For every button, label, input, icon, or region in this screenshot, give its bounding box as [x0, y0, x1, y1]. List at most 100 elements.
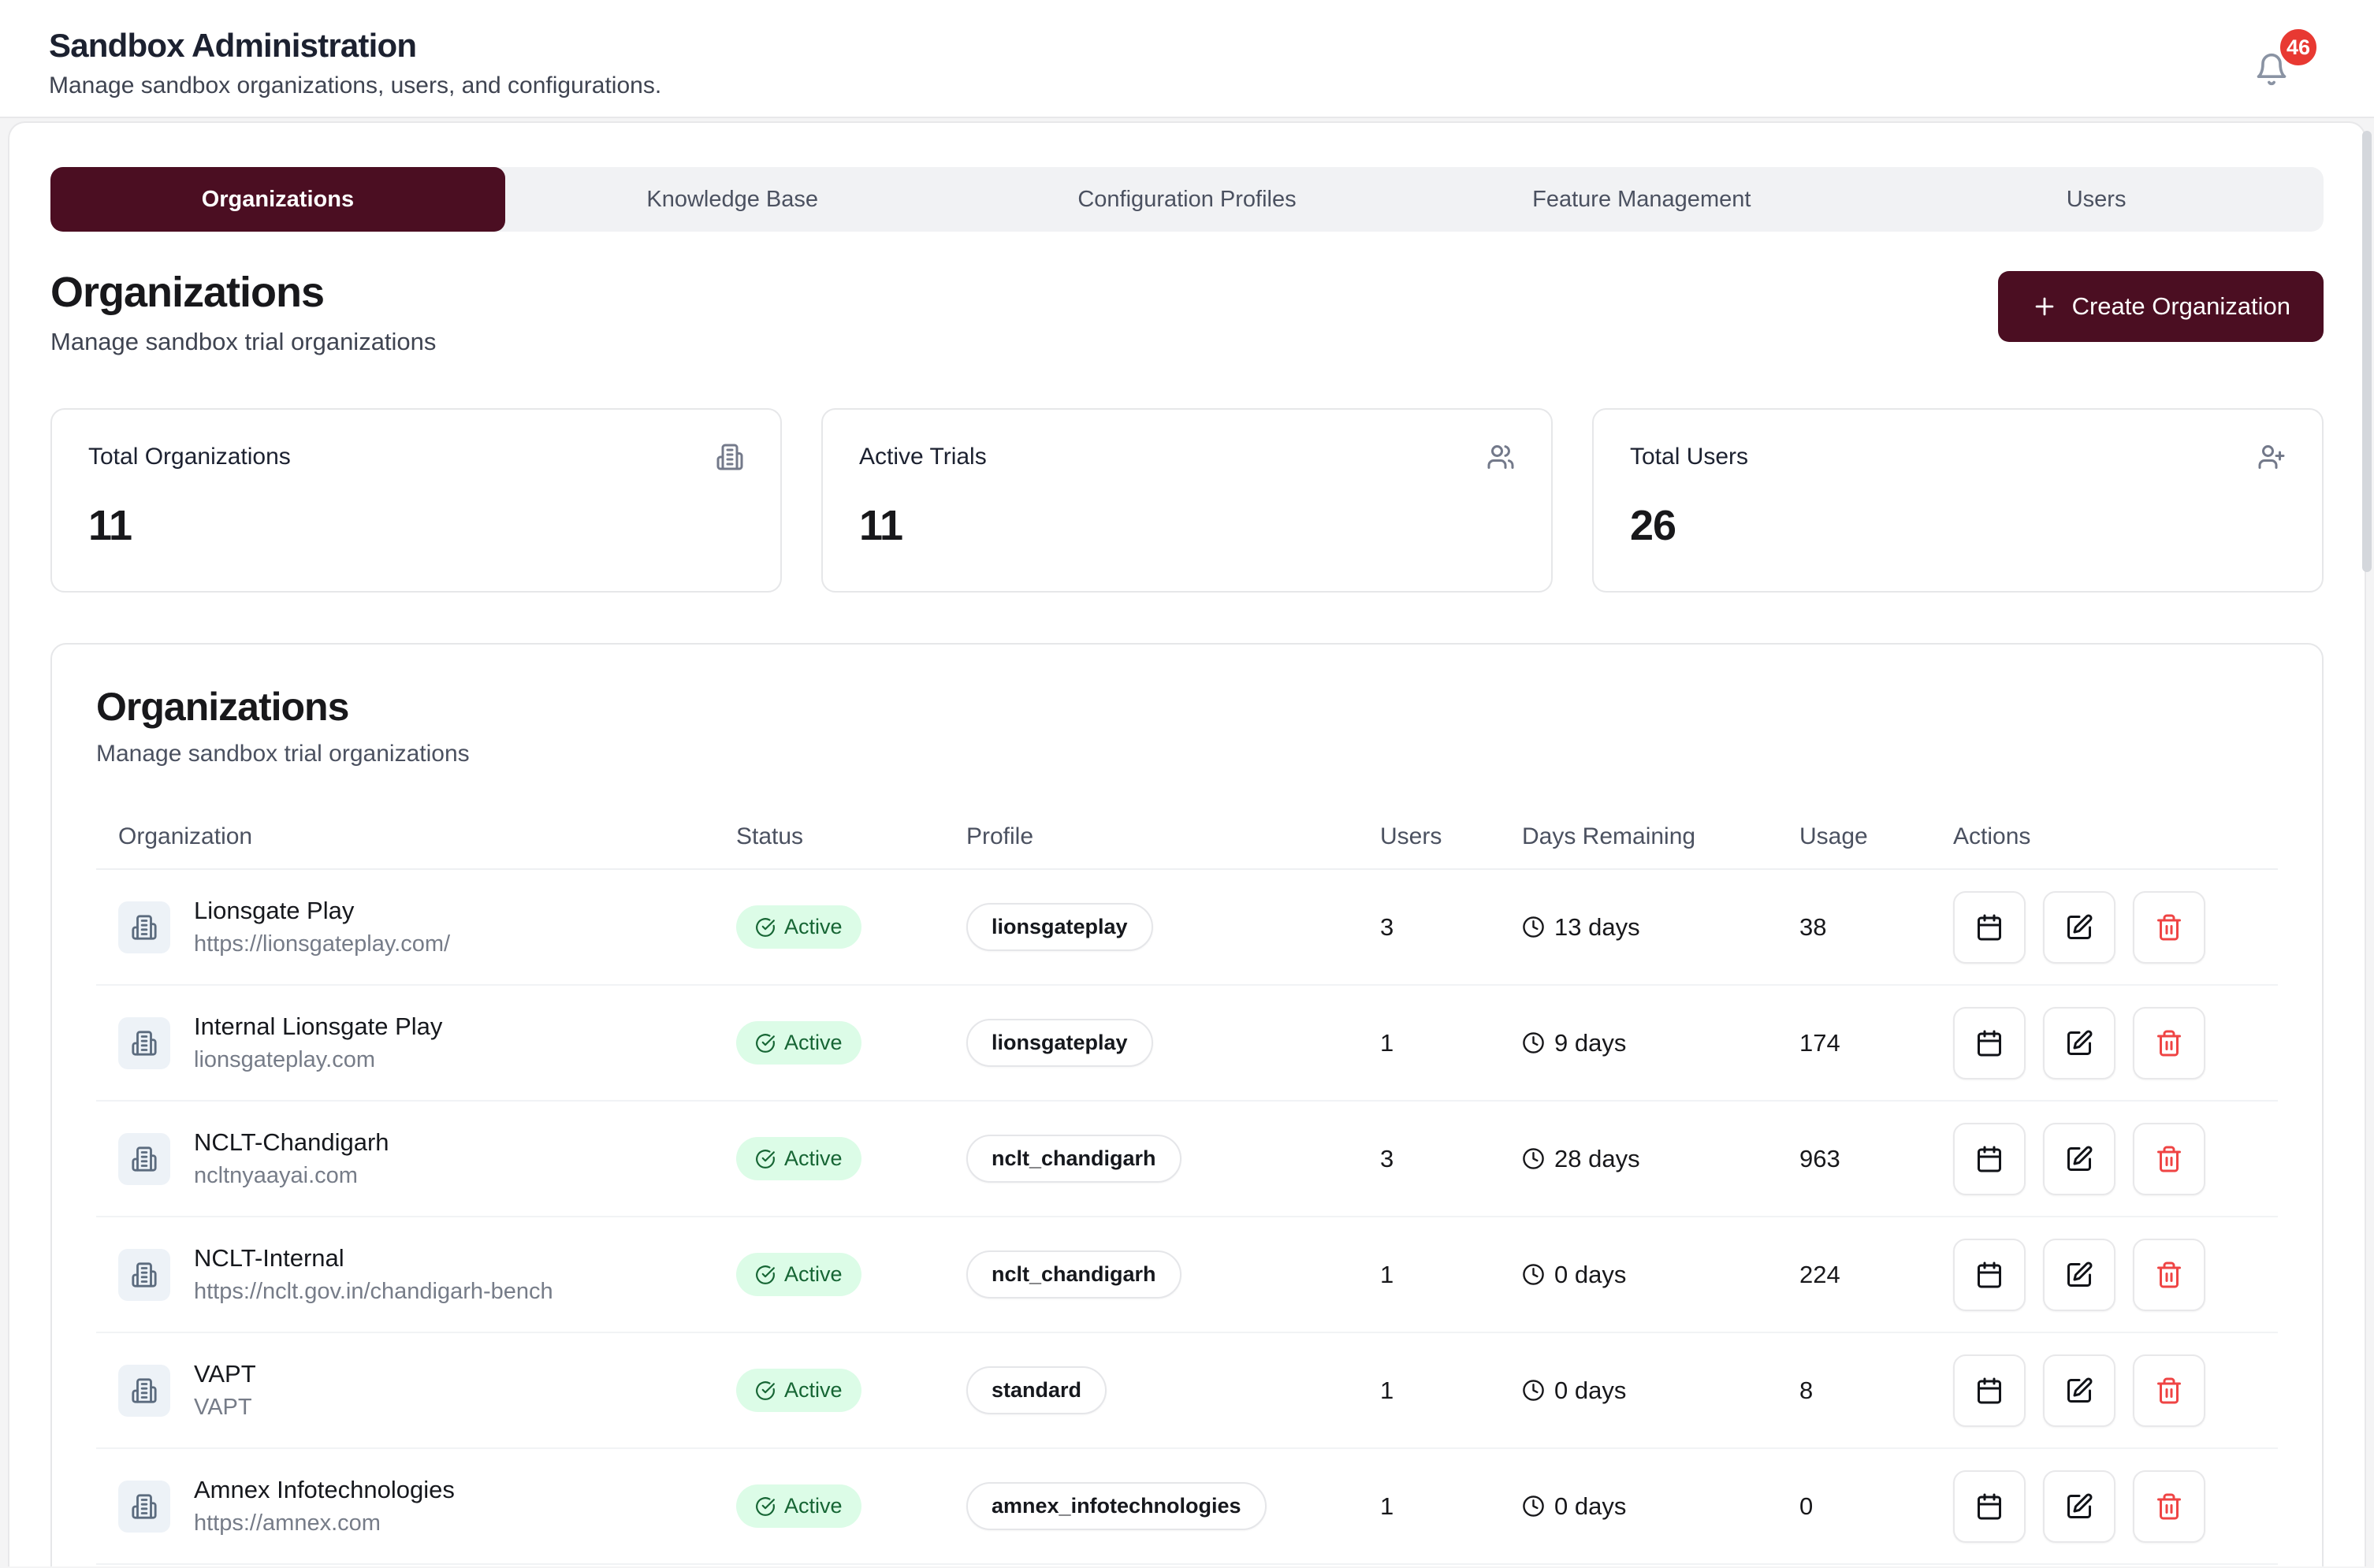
profile-cell: lionsgateplay: [966, 903, 1380, 951]
app-header: Sandbox Administration Manage sandbox or…: [0, 0, 2374, 118]
stat-value: 11: [88, 502, 132, 549]
delete-button[interactable]: [2133, 890, 2205, 964]
organization-avatar: [118, 1132, 170, 1185]
edit-icon: [2067, 1377, 2093, 1403]
table-row: Amnex Infotechnologies https://amnex.com…: [96, 1449, 2278, 1565]
schedule-button[interactable]: [1953, 1470, 2026, 1543]
page-title: Organizations: [50, 269, 325, 316]
stat-label: Total Organizations: [88, 444, 291, 470]
clock-icon: [1523, 1380, 1544, 1401]
edit-icon: [2067, 1146, 2093, 1171]
status-cell: Active: [736, 1369, 966, 1412]
trash-icon: [2157, 1030, 2181, 1056]
calendar-icon: [1978, 1493, 2001, 1519]
building-icon: [132, 1030, 157, 1056]
status-label: Active: [784, 1031, 843, 1054]
profile-chip: lionsgateplay: [966, 903, 1153, 951]
profile-chip: amnex_infotechnologies: [966, 1482, 1267, 1530]
scrollbar-thumb[interactable]: [2362, 131, 2372, 572]
page-head: Organizations Manage sandbox trial organ…: [50, 268, 2324, 356]
edit-button[interactable]: [2043, 1238, 2115, 1311]
schedule-button[interactable]: [1953, 1354, 2026, 1427]
usage-value: 8: [1799, 1376, 1814, 1404]
delete-button[interactable]: [2133, 1354, 2205, 1427]
tab-feature-management[interactable]: Feature Management: [1532, 186, 1751, 212]
calendar-icon: [1978, 914, 2001, 940]
tab-configuration-profiles[interactable]: Configuration Profiles: [1077, 186, 1297, 212]
tab-users[interactable]: Users: [2066, 186, 2127, 212]
profile-cell: standard: [966, 1366, 1380, 1414]
organization-cell: VAPT VAPT: [96, 1360, 736, 1421]
delete-button[interactable]: [2133, 1238, 2205, 1311]
organization-url: https://nclt.gov.in/chandigarh-bench: [194, 1279, 553, 1304]
table-row: GopalKrishnan Nagarajan Active gopalkris…: [96, 1565, 2278, 1566]
actions-cell: [1953, 1470, 2278, 1543]
organization-url: VAPT: [194, 1395, 252, 1420]
status-badge: Active: [736, 1253, 861, 1296]
status-cell: Active: [736, 1253, 966, 1296]
edit-button[interactable]: [2043, 1470, 2115, 1543]
profile-cell: amnex_infotechnologies: [966, 1482, 1380, 1530]
usage-value: 963: [1799, 1144, 1840, 1172]
table-body: Lionsgate Play https://lionsgateplay.com…: [96, 870, 2278, 1566]
organization-avatar: [118, 901, 170, 953]
status-cell: Active: [736, 1137, 966, 1180]
column-header-organization: Organization: [118, 823, 253, 849]
plus-icon: [2035, 297, 2053, 316]
stat-value: 26: [1630, 502, 1676, 549]
edit-button[interactable]: [2043, 1354, 2115, 1427]
users-icon: [1487, 445, 1514, 469]
table-subtitle: Manage sandbox trial organizations: [96, 741, 470, 767]
status-badge: Active: [736, 1484, 861, 1528]
delete-button[interactable]: [2133, 1122, 2205, 1195]
delete-button[interactable]: [2133, 1470, 2205, 1543]
edit-icon: [2067, 914, 2093, 939]
organization-cell: NCLT-Internal https://nclt.gov.in/chandi…: [96, 1244, 736, 1305]
organization-name: Amnex Infotechnologies: [194, 1476, 455, 1503]
stat-value: 11: [859, 502, 903, 549]
days-remaining-value: 9 days: [1554, 1028, 1627, 1057]
main-panel: Organizations Knowledge Base Configurati…: [8, 121, 2366, 1566]
stat-label: Total Users: [1630, 444, 1749, 470]
status-cell: Active: [736, 905, 966, 949]
tab-knowledge-base[interactable]: Knowledge Base: [646, 186, 819, 212]
days-remaining-value: 0 days: [1554, 1376, 1627, 1404]
profile-cell: nclt_chandigarh: [966, 1135, 1380, 1183]
table-row: VAPT VAPT Active standard 1 0 days 8: [96, 1333, 2278, 1449]
clock-icon: [1523, 1264, 1544, 1285]
days-remaining-value: 0 days: [1554, 1260, 1627, 1288]
delete-button[interactable]: [2133, 1006, 2205, 1079]
notifications-button[interactable]: 46: [2254, 27, 2319, 86]
status-badge: Active: [736, 1369, 861, 1412]
schedule-button[interactable]: [1953, 890, 2026, 964]
table-header-row: Organization Status Profile Users Days R…: [96, 805, 2278, 870]
column-header-actions: Actions: [1953, 823, 2031, 849]
usage-value: 174: [1799, 1028, 1840, 1057]
edit-button[interactable]: [2043, 890, 2115, 964]
organization-name: NCLT-Chandigarh: [194, 1128, 389, 1156]
column-header-status: Status: [736, 823, 804, 849]
days-remaining-value: 0 days: [1554, 1492, 1627, 1520]
clock-icon: [1523, 916, 1544, 938]
schedule-button[interactable]: [1953, 1006, 2026, 1079]
actions-cell: [1953, 1238, 2278, 1311]
status-label: Active: [784, 1378, 843, 1402]
tab-organizations[interactable]: Organizations: [50, 167, 505, 232]
schedule-button[interactable]: [1953, 1238, 2026, 1311]
check-circle-icon: [756, 917, 775, 937]
schedule-button[interactable]: [1953, 1122, 2026, 1195]
users-count: 3: [1380, 912, 1394, 941]
days-remaining-cell: 0 days: [1522, 1261, 1799, 1289]
profile-chip: lionsgateplay: [966, 1019, 1153, 1067]
users-count: 3: [1380, 1144, 1394, 1172]
organization-cell: Internal Lionsgate Play lionsgateplay.co…: [96, 1013, 736, 1073]
edit-button[interactable]: [2043, 1122, 2115, 1195]
building-icon: [132, 1261, 157, 1287]
edit-button[interactable]: [2043, 1006, 2115, 1079]
app-title: Sandbox Administration: [49, 27, 417, 64]
check-circle-icon: [756, 1380, 775, 1400]
users-count: 1: [1380, 1260, 1394, 1288]
actions-cell: [1953, 890, 2278, 964]
calendar-icon: [1978, 1377, 2001, 1403]
create-organization-button[interactable]: Create Organization: [1997, 271, 2324, 342]
